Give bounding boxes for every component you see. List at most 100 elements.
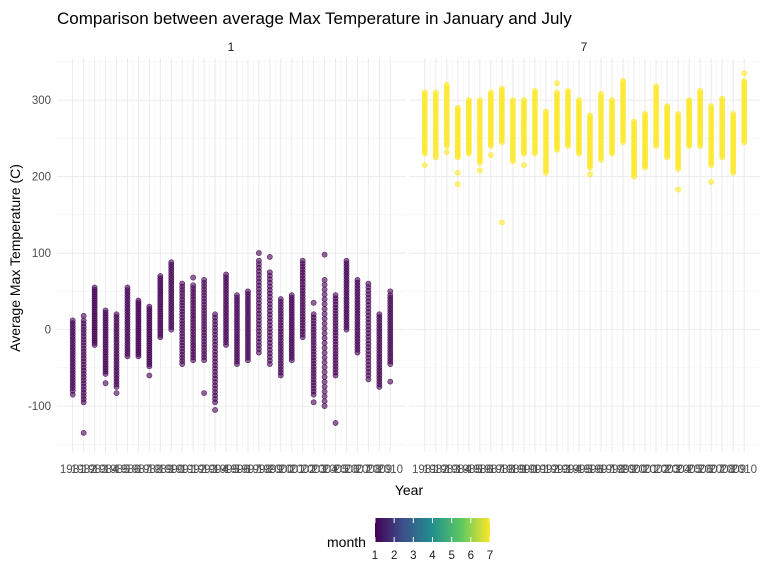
y-axis-ticks: -100 0 100 200 300 [28, 95, 51, 413]
data-point [113, 390, 120, 396]
data-point [521, 162, 527, 169]
x-tick-label: 1991 [522, 464, 548, 476]
x-tick-label: 2009 [367, 464, 393, 476]
data-point [321, 286, 328, 293]
strip-label-january: 1 [228, 40, 235, 54]
data-point [80, 312, 87, 319]
x-tick-label: 1986 [467, 464, 493, 476]
data-point [708, 103, 715, 110]
x-tick-label: 1994 [202, 464, 228, 476]
data-point [376, 311, 383, 318]
x-tick-label: 1996 [577, 464, 603, 476]
x-tick-label: 2001 [632, 464, 658, 476]
data-point [288, 292, 295, 299]
x-tick-label: 1995 [213, 464, 239, 476]
data-point [212, 311, 218, 318]
x-tick-label: 2007 [345, 464, 371, 476]
data-point [321, 349, 328, 356]
data-point [609, 97, 615, 103]
chart-title: Comparison between average Max Temperatu… [57, 9, 572, 28]
legend-tick-label: 3 [410, 550, 416, 562]
x-tick-label: 2005 [676, 464, 702, 476]
legend-tick-label: 1 [372, 550, 378, 562]
x-tick-label: 2000 [621, 464, 647, 476]
x-tick-label: 1985 [104, 464, 130, 476]
x-tick-label: 2002 [643, 464, 669, 476]
legend-tick-label: 6 [468, 550, 474, 562]
data-point [321, 364, 328, 371]
x-tick-label: 1997 [235, 464, 261, 476]
data-point [266, 269, 273, 276]
x-tick-label: 1981 [60, 464, 86, 476]
data-point [266, 254, 273, 260]
x-tick-label: 2006 [687, 464, 713, 476]
data-point [321, 301, 328, 308]
y-tick-label: -100 [28, 401, 51, 413]
x-tick-label: 1991 [169, 464, 195, 476]
data-point [675, 110, 682, 117]
x-tick-label: 1989 [500, 464, 526, 476]
data-point [365, 280, 372, 287]
data-point [510, 97, 516, 103]
data-point [332, 292, 339, 299]
x-tick-label: 1997 [588, 464, 614, 476]
x-tick-label: 1999 [257, 464, 283, 476]
data-point [487, 152, 494, 159]
data-point [212, 407, 218, 413]
data-point [332, 420, 339, 426]
x-tick-label: 2003 [301, 464, 327, 476]
data-point [201, 390, 208, 396]
data-point [146, 372, 153, 379]
data-point [631, 118, 637, 125]
legend-title: month [327, 534, 366, 550]
panel-july: 7 19811982198319841985198619871988198919… [409, 40, 760, 476]
data-point [598, 91, 604, 97]
data-point [675, 186, 682, 193]
data-point [299, 257, 306, 264]
data-point [321, 340, 328, 346]
data-point [321, 393, 328, 400]
data-point [91, 284, 98, 291]
data-point [321, 310, 328, 317]
data-point [443, 149, 450, 156]
data-point [642, 110, 648, 117]
x-tick-label: 1990 [511, 464, 537, 476]
x-tick-label: 1981 [412, 464, 438, 476]
data-point [321, 306, 328, 312]
data-point [587, 171, 593, 178]
data-point [321, 315, 328, 322]
x-tick-label: 2007 [698, 464, 724, 476]
data-point [310, 399, 317, 406]
data-point [498, 219, 505, 226]
data-point [741, 70, 748, 77]
data-point [168, 259, 175, 266]
x-tick-label: 2004 [312, 464, 338, 476]
data-point [102, 380, 109, 387]
data-point [421, 162, 428, 169]
data-point [387, 378, 394, 385]
x-tick-label: 1988 [489, 464, 515, 476]
x-tick-label: 1988 [137, 464, 163, 476]
legend-tick-label: 4 [429, 550, 436, 562]
data-point [69, 391, 76, 398]
grid-july [409, 58, 760, 452]
strip-label-july: 7 [581, 40, 588, 54]
data-point [532, 87, 538, 94]
data-point [190, 274, 197, 281]
legend-tick-label: 2 [391, 550, 397, 562]
data-point [465, 97, 472, 103]
data-point [80, 429, 87, 436]
data-point [708, 179, 715, 185]
data-point [387, 288, 394, 295]
x-tick-label: 1983 [82, 464, 108, 476]
x-tick-label: 1999 [610, 464, 636, 476]
data-point [255, 257, 262, 264]
data-point [146, 303, 153, 310]
data-point [321, 398, 328, 405]
data-point [321, 281, 328, 288]
x-tick-label: 1992 [180, 464, 206, 476]
data-point [69, 317, 76, 324]
x-tick-label: 2000 [268, 464, 294, 476]
